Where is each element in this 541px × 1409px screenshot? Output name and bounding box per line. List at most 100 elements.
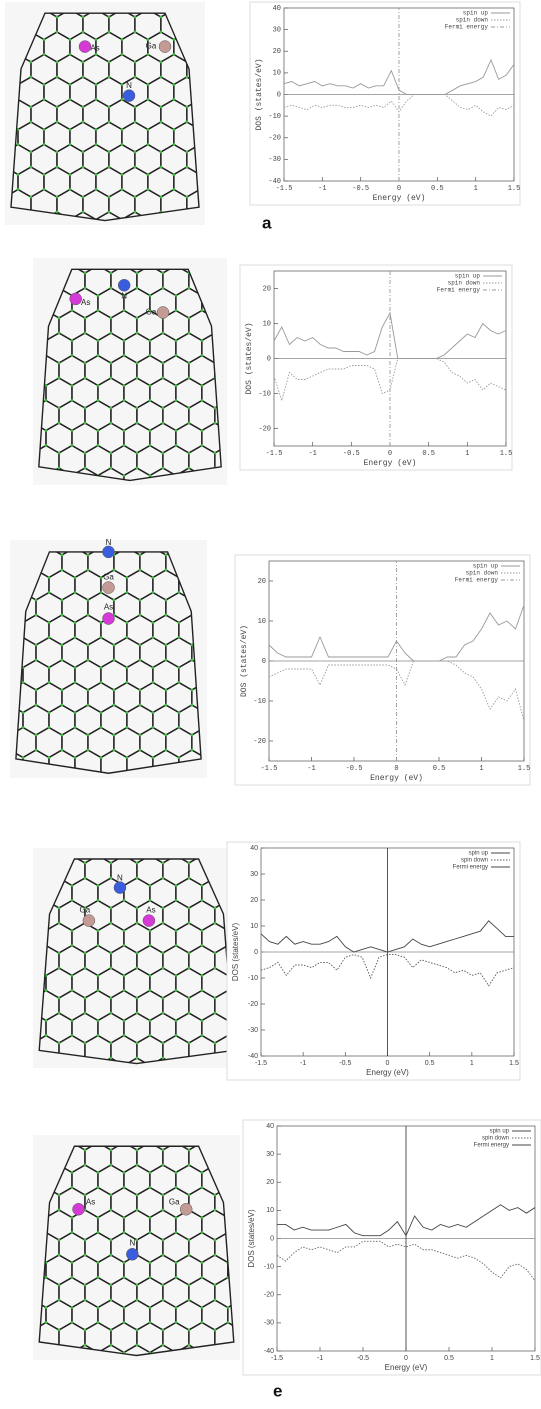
cage-atom (253, 249, 256, 252)
cage-bond (153, 795, 179, 825)
cage-atom (292, 512, 295, 515)
x-tick-label: -1.5 (266, 450, 283, 458)
cage-atom (230, 681, 233, 684)
cage-atom (175, 309, 178, 312)
x-tick-label: 1.5 (500, 450, 513, 458)
cage-atom (58, 1104, 61, 1107)
cage-atom (87, 644, 90, 647)
cage-atom (6, 877, 9, 880)
cage-atom (32, 497, 35, 500)
cage-atom (19, 1261, 22, 1264)
cage-atom (113, 659, 116, 662)
cage-atom (19, 1216, 22, 1219)
cage-atom (110, 1102, 113, 1105)
cage-atom (19, 1231, 22, 1234)
cage-atom (149, 1096, 152, 1099)
cage-atom (110, 1209, 113, 1212)
cage-atom (43, 38, 46, 41)
cage-bond (267, 1081, 293, 1111)
cage-atom (19, 1064, 22, 1067)
cage-atom (19, 429, 22, 432)
cage-atom (6, 832, 9, 835)
cage-atom (204, 816, 207, 819)
cage-atom (19, 309, 22, 312)
cage-atom (61, 824, 64, 827)
cage-atom (279, 809, 282, 812)
cage-bond (231, 795, 257, 825)
cage-atom (123, 944, 126, 947)
cage-atom (32, 227, 35, 230)
cage-bond (0, 468, 20, 498)
cage-atom (199, 233, 202, 236)
cage-atom (87, 779, 90, 782)
cage-atom (35, 689, 38, 692)
cage-atom (136, 227, 139, 230)
cage-atom (58, 317, 61, 320)
cage-atom (110, 467, 113, 470)
cage-bond (20, 513, 46, 543)
cage-atom (162, 467, 165, 470)
cage-atom (87, 794, 90, 797)
cage-atom (6, 1057, 9, 1060)
cage-atom (175, 839, 178, 842)
cage-atom (136, 227, 139, 230)
cage-bond (7, 401, 33, 431)
cage-atom (97, 1126, 100, 1129)
cage-atom (191, 524, 194, 527)
cage-atom (162, 1087, 165, 1090)
cage-atom (6, 907, 9, 910)
cage-atom (61, 524, 64, 527)
cage-atom (69, 233, 72, 236)
cage-atom (186, 256, 189, 259)
cage-atom (19, 1216, 22, 1219)
cage-atom (19, 1276, 22, 1279)
cage-atom (108, 241, 111, 244)
cage-atom (134, 166, 137, 169)
cage-atom (212, 31, 215, 34)
cage-atom (201, 1186, 204, 1189)
cage-bond (7, 856, 33, 886)
cage-atom (149, 899, 152, 902)
cage-atom (188, 512, 191, 515)
cage-atom (253, 534, 256, 537)
cage-atom (84, 227, 87, 230)
cage-atom (100, 816, 103, 819)
cage-atom (58, 1087, 61, 1090)
cage-atom (188, 832, 191, 835)
cage-atom (212, 196, 215, 199)
cage-atom (45, 399, 48, 402)
cage-atom (6, 952, 9, 955)
cage-atom (238, 76, 241, 79)
cage-atom (230, 756, 233, 759)
cage-atom (32, 1119, 35, 1122)
cage-bond (226, 77, 252, 107)
cage-atom (162, 832, 165, 835)
cage-atom (212, 166, 215, 169)
cage-atom (17, 233, 20, 236)
cage-atom (175, 1096, 178, 1099)
cage-atom (22, 711, 25, 714)
cage-atom (178, 816, 181, 819)
x-tick-label: -1 (318, 185, 326, 193)
cage-atom (139, 659, 142, 662)
cage-atom (121, 53, 124, 56)
cage-atom (108, 16, 111, 19)
cage-atom (152, 531, 155, 534)
cage-atom (188, 1102, 191, 1105)
cage-atom (136, 877, 139, 880)
cage-atom (214, 542, 217, 545)
cage-atom (175, 929, 178, 932)
cage-atom (110, 1254, 113, 1257)
cage-atom (6, 1012, 9, 1015)
cage-atom (136, 817, 139, 820)
cage-atom (69, 173, 72, 176)
cage-atom (19, 974, 22, 977)
cage-atom (188, 287, 191, 290)
cage-atom (251, 218, 254, 221)
cage-atom (149, 839, 152, 842)
cage-atom (56, 151, 59, 154)
cage-atom (240, 512, 243, 515)
cage-bond (215, 1081, 241, 1111)
x-tick-label: 1.5 (509, 1060, 519, 1067)
cage-atom (253, 474, 256, 477)
